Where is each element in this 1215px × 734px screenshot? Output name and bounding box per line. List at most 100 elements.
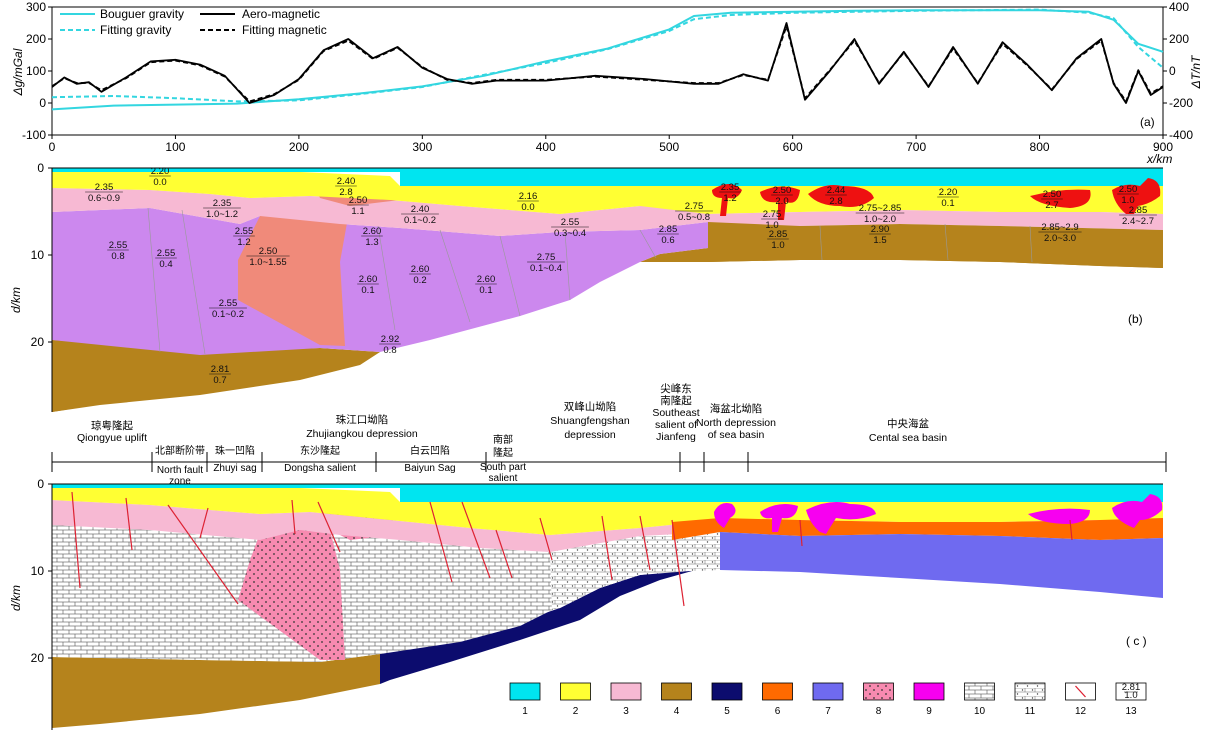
series-fitting-gravity — [51, 8, 1164, 103]
y-left-tick-label: 300 — [26, 0, 46, 14]
block-density: 2.60 — [359, 274, 378, 285]
sub-unit-label: 东沙隆起 Dongsha salient — [284, 444, 356, 474]
c-water — [400, 484, 1163, 502]
block-susceptibility: 0.3~0.4 — [554, 228, 586, 239]
y-left-tick-label: 200 — [26, 32, 46, 46]
block-label: 2.402.8 — [335, 176, 357, 198]
y-right-tick-label: -200 — [1169, 96, 1193, 110]
block-density: 2.55 — [219, 298, 238, 309]
unit-text: salient of — [655, 419, 697, 431]
sub-unit-text: Baiyun Sag — [404, 463, 455, 474]
legend-swatch — [560, 682, 591, 701]
legend-item-3: 3 — [610, 682, 642, 717]
panel-c-geologic-interpretation: 0 10 20 ( c ) d/km — [9, 477, 1163, 730]
block-density: 2.92 — [381, 334, 400, 345]
c-pink-layer — [52, 500, 720, 552]
b-yellow-layer — [52, 172, 1163, 214]
legend-number: 3 — [623, 706, 629, 717]
x-tick-label: 500 — [659, 140, 679, 154]
block-label: 2.751.0 — [761, 209, 783, 231]
legend-number: 7 — [825, 706, 831, 717]
block-susceptibility: 0.1~0.2 — [404, 215, 436, 226]
sub-unit-text: Zhuyi sag — [213, 463, 256, 474]
legend-number: 1 — [522, 706, 528, 717]
panel-c-ticks: 0 10 20 — [31, 477, 52, 665]
legend-item-9: 9 — [913, 682, 945, 717]
legend-number: 4 — [674, 706, 680, 717]
legend-number: 2 — [573, 706, 579, 717]
sub-unit-text: South part — [480, 462, 526, 473]
block-label: 2.550.8 — [107, 240, 129, 262]
block-susceptibility: 2.8 — [339, 187, 352, 198]
fault-symbol — [1075, 685, 1086, 698]
block-density: 2.16 — [519, 191, 538, 202]
block-density: 2.75 — [685, 201, 704, 212]
series-bouguer-gravity — [51, 9, 1164, 111]
block-susceptibility: 1.2 — [723, 193, 736, 204]
block-density: 2.90 — [871, 224, 890, 235]
block-label: 2.551.2 — [233, 226, 255, 248]
block-susceptibility: 0.1 — [941, 198, 954, 209]
block-label: 2.750.1~0.4 — [527, 252, 565, 274]
c-crust-pattern-11 — [550, 532, 720, 610]
b-sea-pink — [708, 210, 1163, 230]
legend-number: 6 — [775, 706, 781, 717]
block-label: 2.400.1~0.2 — [401, 204, 439, 226]
legend-item-4: 4 — [661, 682, 692, 717]
panel-a-left-y-label: Δg/mGal — [11, 48, 25, 96]
block-density: 2.85 — [659, 224, 678, 235]
block-label: 2.502.7 — [1041, 189, 1063, 211]
legend-swatch — [1115, 682, 1147, 701]
y-left-tick-label: 0 — [39, 96, 46, 110]
legend-item-8: 8 — [863, 682, 894, 717]
y-left-tick-label: -100 — [22, 128, 46, 142]
x-tick-label: 900 — [1153, 140, 1173, 154]
block-density: 2.50 — [1043, 189, 1062, 200]
b-purple-crust — [52, 208, 708, 355]
panel-a-series — [51, 8, 1164, 111]
x-tick-label: 400 — [536, 140, 556, 154]
block-density: 2.50 — [1119, 184, 1138, 195]
legend-fitting-magnetic-label: Fitting magnetic — [242, 23, 327, 37]
block-susceptibility: 0.0 — [521, 202, 534, 213]
legend-item-12: 12 — [1065, 682, 1096, 717]
b-basement-west — [52, 340, 380, 412]
x-tick-label: 0 — [49, 140, 56, 154]
lithology-legend: 1 2 3 4 5 6 7 8 9 10 11 122.811.013 — [509, 682, 1147, 717]
legend-item-7: 7 — [812, 682, 844, 717]
block-density: 2.35 — [95, 182, 114, 193]
x-tick-label: 700 — [906, 140, 926, 154]
block-density: 2.50 — [773, 185, 792, 196]
block-label: 2.501.1 — [347, 195, 369, 217]
unit-text: 南隆起 — [660, 394, 692, 407]
tectonic-unit-label: 中央海盆 Cental sea basin — [869, 417, 947, 444]
sub-unit-text: Dongsha salient — [284, 463, 356, 474]
y-right-tick-label: 0 — [1169, 64, 1176, 78]
block-label: 2.160.0 — [517, 191, 539, 213]
legend-swatch — [1014, 682, 1046, 701]
block-susceptibility: 0.6~0.9 — [88, 193, 120, 204]
block-density: 2.85~2.9 — [1041, 222, 1078, 233]
block-label: 2.901.5 — [869, 224, 891, 246]
panel-a-frame — [51, 6, 1164, 136]
legend-swatch — [610, 682, 642, 701]
block-label: 2.600.1 — [357, 274, 379, 296]
legend-swatch — [661, 682, 692, 701]
block-label: 2.810.7 — [209, 364, 231, 386]
block-density: 2.75 — [763, 209, 782, 220]
block-label: 2.351.0~1.2 — [203, 198, 241, 220]
x-tick-label: 100 — [165, 140, 185, 154]
c-dark-blue-body — [380, 570, 692, 684]
legend-swatch — [509, 682, 541, 701]
panel-c-label: ( c ) — [1126, 634, 1147, 648]
sub-unit-label: 珠一凹陷 Zhuyi sag — [213, 444, 256, 474]
sub-unit-text: 北部断阶带 — [155, 444, 205, 457]
b-water-thin — [52, 168, 400, 172]
panel-b-y-label: d/km — [9, 287, 23, 313]
y-right-tick-label: 200 — [1169, 32, 1189, 46]
block-susceptibility: 1.2 — [237, 237, 250, 248]
block-susceptibility: 2.0 — [775, 196, 788, 207]
series-fitting-magnetic — [51, 25, 1164, 103]
